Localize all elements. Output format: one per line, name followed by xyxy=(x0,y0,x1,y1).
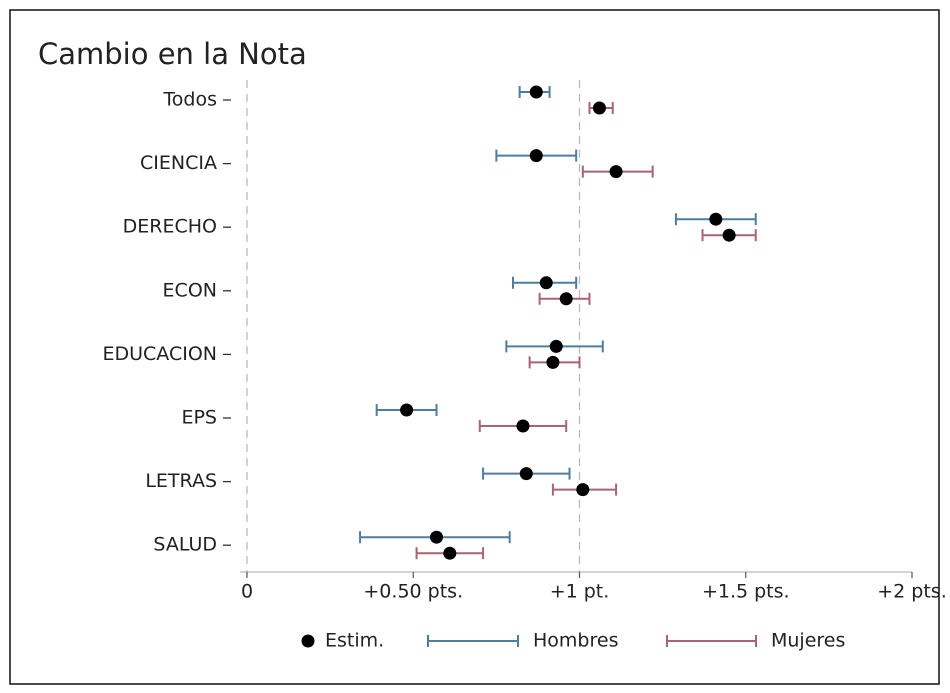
estimate-point xyxy=(546,355,560,369)
legend-label: Mujeres xyxy=(771,630,845,652)
legend-label: Estim. xyxy=(325,630,384,652)
estimate-point xyxy=(430,530,444,544)
estimate-point xyxy=(592,101,606,115)
estimate-point xyxy=(709,212,723,226)
y-tick-label: DERECHO xyxy=(123,216,217,238)
x-tick-label: +1.5 pts. xyxy=(702,581,790,603)
legend-label: Hombres xyxy=(533,630,618,652)
estimate-point xyxy=(529,85,543,99)
y-tick-label: LETRAS xyxy=(145,470,217,492)
y-tick-label: ECON xyxy=(163,279,217,301)
estimate-point xyxy=(519,467,533,481)
estimate-point xyxy=(609,165,623,179)
estimate-point xyxy=(516,419,530,433)
y-tick-label: CIENCIA xyxy=(140,152,217,174)
estimate-point xyxy=(559,292,573,306)
x-tick-label: +1 pt. xyxy=(550,581,610,603)
legend-point xyxy=(301,634,315,648)
x-tick-label: +2 pts. xyxy=(877,581,947,603)
y-tick-label: EDUCACION xyxy=(102,343,217,365)
estimate-point xyxy=(722,228,736,242)
chart-title: Cambio en la Nota xyxy=(38,37,307,71)
estimate-point xyxy=(443,546,457,560)
estimate-point xyxy=(576,483,590,497)
estimate-point xyxy=(539,276,553,290)
estimate-point xyxy=(549,339,563,353)
estimate-point xyxy=(400,403,414,417)
y-tick-label: SALUD xyxy=(153,534,217,556)
y-tick-label: Todos xyxy=(162,89,217,111)
estimate-point xyxy=(529,149,543,163)
y-tick-label: EPS xyxy=(181,407,217,429)
x-tick-label: 0 xyxy=(241,581,253,603)
x-tick-label: +0.50 pts. xyxy=(363,581,463,603)
